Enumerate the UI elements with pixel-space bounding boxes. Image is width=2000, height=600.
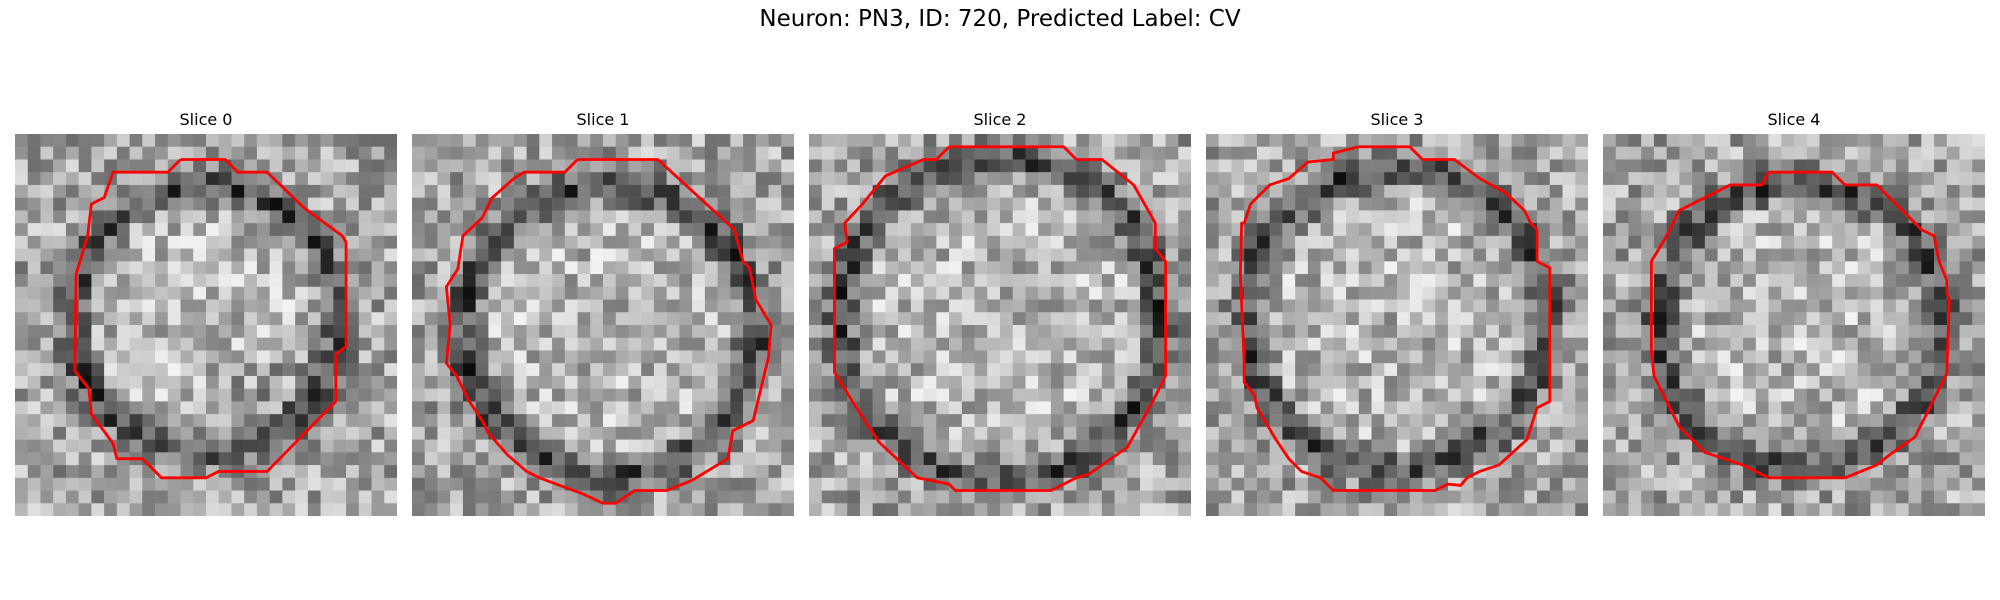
slice-panel-1: Slice 1 [412,106,794,516]
contour-outline [73,158,348,480]
contour-outline [1238,145,1552,492]
slice-image-3 [1206,134,1588,516]
slice-title: Slice 2 [973,110,1027,129]
slice-image-0 [15,134,397,516]
contour-outline [444,158,773,505]
slice-panel-3: Slice 3 [1206,106,1588,516]
slice-image-2 [809,134,1191,516]
slice-title: Slice 0 [179,110,233,129]
slice-panel-4: Slice 4 [1603,106,1985,516]
contour-outline [1649,170,1951,480]
contour-outline [833,145,1167,492]
pixel-grid [412,134,794,516]
figure-title: Neuron: PN3, ID: 720, Predicted Label: C… [759,6,1241,32]
slice-title: Slice 4 [1767,110,1821,129]
pixel-grid [15,134,397,516]
slice-image-1 [412,134,794,516]
pixel-grid [1603,134,1985,516]
slice-title: Slice 1 [576,110,630,129]
slice-panel-0: Slice 0 [15,106,397,516]
slice-panel-2: Slice 2 [809,106,1191,516]
pixel-grid [809,134,1191,516]
pixel-grid [1206,134,1588,516]
slice-image-4 [1603,134,1985,516]
slice-title: Slice 3 [1370,110,1424,129]
